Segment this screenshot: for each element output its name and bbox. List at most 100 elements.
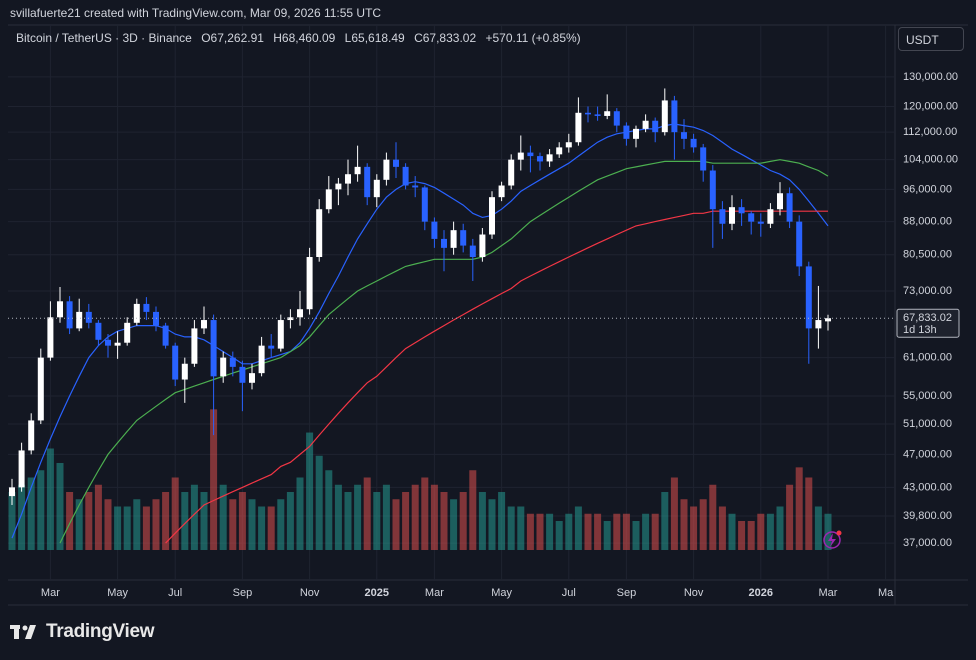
candle-body	[757, 221, 764, 224]
volume-bar	[354, 484, 362, 550]
candle-body	[661, 100, 668, 133]
candle-body	[441, 238, 447, 248]
y-tick-label: 73,000.00	[903, 285, 952, 297]
candle-body	[105, 339, 111, 346]
candle-body	[671, 100, 678, 133]
volume-bar	[498, 492, 506, 550]
candle-body	[613, 111, 620, 126]
volume-bar	[574, 506, 582, 550]
volume-bar	[363, 477, 371, 550]
y-tick-label: 37,000.00	[903, 537, 952, 549]
ohlc-high: H68,460.09	[273, 31, 336, 45]
volume-bar	[747, 521, 755, 550]
brand-logo: TradingView	[10, 621, 155, 643]
y-tick-label: 104,000.00	[903, 154, 958, 166]
volume-bar	[325, 470, 333, 550]
candle-body	[210, 320, 217, 377]
volume-bar	[526, 513, 534, 550]
volume-bar	[8, 492, 16, 550]
volume-bar	[123, 506, 131, 550]
volume-bar	[75, 499, 83, 550]
currency-button[interactable]: USDT	[898, 27, 964, 51]
chart: Mar May Jul Sep Nov 2025 Mar May Jul Sep Nov 2026 Ma…	[8, 24, 968, 606]
candle-body	[393, 159, 399, 167]
y-tick-label: 96,000.00	[903, 183, 952, 195]
volume-bar	[795, 467, 803, 550]
volume-bar	[670, 477, 678, 550]
volume-bar	[450, 499, 458, 550]
candle-body	[681, 132, 687, 139]
last-price-label: 67,833.02	[903, 312, 952, 324]
brand: TradingView	[46, 621, 155, 642]
candle-body	[594, 114, 601, 116]
volume-bar	[546, 513, 554, 550]
candle-body	[652, 120, 659, 133]
candle-body	[815, 320, 822, 329]
y-tick-label: 112,000.00	[903, 126, 957, 138]
candle-body	[345, 174, 351, 184]
volume-bar	[680, 499, 688, 550]
volume-bar	[459, 492, 467, 550]
moving-average-line	[165, 210, 828, 544]
volume-bar	[56, 463, 64, 550]
volume-bar	[824, 513, 832, 550]
candle-body	[47, 317, 54, 358]
volume-bar	[488, 499, 496, 550]
candle-body	[719, 209, 726, 224]
volume-bar	[152, 499, 160, 550]
volume-bar	[805, 477, 813, 550]
candle-body	[623, 125, 630, 139]
x-tick-label: Ma	[878, 587, 894, 599]
candle-body	[805, 266, 812, 329]
candle-body	[18, 450, 25, 488]
candle-body	[201, 320, 207, 329]
volume-bar	[584, 513, 592, 550]
y-tick-label: 43,000.00	[903, 481, 952, 493]
x-tick-label: Nov	[684, 587, 704, 599]
candle-body	[37, 357, 44, 421]
grid	[8, 25, 895, 580]
candle-body	[585, 112, 591, 115]
x-tick-label: Mar	[41, 587, 60, 599]
moving-average-line	[11, 123, 829, 539]
volume-bar	[786, 484, 794, 550]
volume-bar	[440, 492, 448, 550]
candle-body	[268, 345, 275, 349]
y-tick-label: 80,500.00	[903, 249, 952, 261]
candle-body	[153, 311, 159, 326]
last-price-box	[896, 308, 960, 338]
candle-body	[796, 221, 803, 267]
volume-bar	[210, 409, 218, 550]
candle-body	[316, 209, 323, 258]
volume-bar	[814, 506, 822, 550]
candle-body	[777, 193, 783, 210]
volume-bar	[267, 506, 275, 550]
x-tick-label: 2025	[365, 587, 389, 599]
volume-bar	[632, 521, 640, 550]
volume-bar	[46, 448, 54, 550]
x-tick-label: Sep	[233, 587, 253, 599]
x-tick-label: May	[107, 587, 128, 599]
candle-body	[28, 420, 35, 451]
y-tick-label: 130,000.00	[903, 71, 958, 83]
ohlc-open: O67,262.91	[201, 31, 264, 45]
candle-body	[709, 170, 716, 210]
x-tick-label: May	[491, 587, 512, 599]
candle-body	[517, 152, 524, 160]
candle-body	[489, 197, 495, 235]
x-tick-label: Jul	[562, 587, 576, 599]
volume-bar	[171, 477, 179, 550]
volume-bar	[94, 484, 102, 550]
y-tick-label: 39,800.00	[903, 510, 952, 522]
candle-body	[604, 111, 611, 116]
volume-bar	[642, 513, 650, 550]
candle-body	[546, 154, 553, 162]
volume-bar	[594, 513, 602, 550]
volume-bar	[37, 470, 45, 550]
candle-body	[9, 487, 15, 497]
volume-bar	[622, 513, 630, 550]
volume-bar	[709, 484, 717, 550]
volume-bar	[296, 477, 304, 550]
candle-body	[460, 230, 467, 246]
